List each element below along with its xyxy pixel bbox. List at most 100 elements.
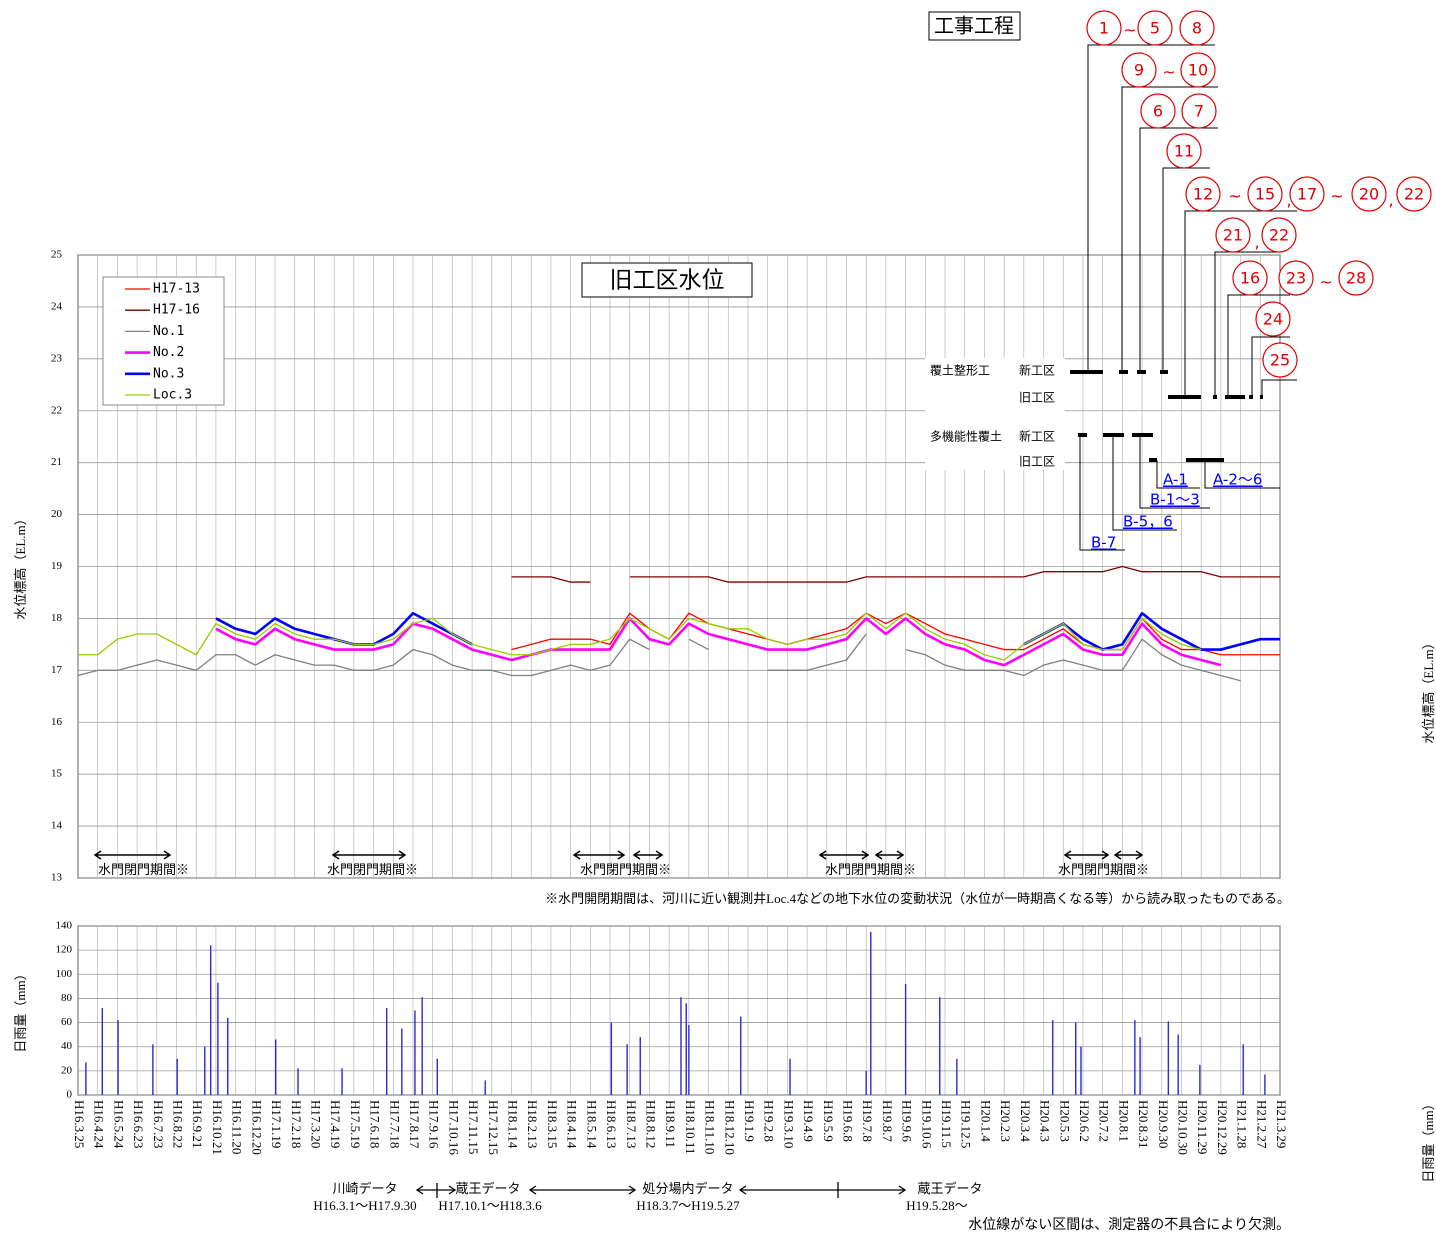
source-period: H19.5.28～ bbox=[906, 1198, 967, 1213]
marker-circle bbox=[1261, 217, 1297, 253]
y-tick-label: 18 bbox=[51, 612, 63, 624]
x-tick-label: H20.4.3 bbox=[1038, 1100, 1053, 1142]
x-tick-label: H17.2.18 bbox=[289, 1100, 304, 1148]
title-box bbox=[581, 262, 753, 298]
source-arrows bbox=[415, 1182, 907, 1198]
series-line bbox=[629, 565, 1280, 583]
marker-circle bbox=[1247, 176, 1283, 212]
x-tick-label: H18.3.15 bbox=[545, 1100, 560, 1148]
rain-bar bbox=[1177, 1034, 1179, 1095]
y-tick-label: 100 bbox=[56, 968, 73, 980]
legend-label: Loc.3 bbox=[153, 388, 192, 403]
rain-bar bbox=[639, 1037, 641, 1095]
marker-number: 24 bbox=[1263, 310, 1283, 329]
gate-arrow bbox=[818, 850, 870, 860]
marker-number: 21 bbox=[1223, 226, 1243, 245]
x-tick-label: H17.10.16 bbox=[446, 1100, 461, 1155]
gate-label: 水門閉門期間※ bbox=[580, 862, 671, 877]
marker-circle bbox=[1181, 93, 1217, 129]
x-tick-label: H16.8.22 bbox=[171, 1100, 186, 1148]
x-tick-label: H17.1.19 bbox=[269, 1100, 284, 1148]
rain-bar bbox=[626, 1044, 628, 1095]
x-tick-label: H18.2.13 bbox=[525, 1100, 540, 1148]
x-tick-label: H19.11.5 bbox=[939, 1100, 954, 1148]
y-tick-label: 20 bbox=[51, 508, 63, 520]
schedule-row-label: 旧工区 bbox=[1019, 391, 1055, 405]
rain-bar bbox=[204, 1046, 206, 1095]
source-name: 処分場内データ bbox=[642, 1181, 733, 1196]
marker-circle bbox=[1166, 133, 1202, 169]
marker-number: 12 bbox=[1193, 185, 1213, 204]
gate-arrow bbox=[572, 850, 626, 860]
marker-number: 11 bbox=[1174, 142, 1194, 161]
rain-bar bbox=[865, 1070, 867, 1095]
marker-circle bbox=[1262, 342, 1298, 378]
rain-bar bbox=[685, 1003, 687, 1095]
source-period: H18.3.7～H19.5.27 bbox=[636, 1198, 740, 1213]
x-tick-label: H19.12.5 bbox=[959, 1100, 974, 1148]
x-tick-label: H21.1.28 bbox=[1235, 1100, 1250, 1148]
x-tick-label: H20.3.4 bbox=[1018, 1100, 1033, 1142]
source-name: 川崎データ bbox=[332, 1181, 397, 1196]
gate-arrow bbox=[632, 850, 664, 860]
x-tick-label: H16.10.21 bbox=[210, 1100, 225, 1155]
marker-separator: ~ bbox=[1123, 21, 1136, 40]
x-tick-label: H20.8.31 bbox=[1136, 1100, 1151, 1148]
x-tick-label: H19.2.8 bbox=[762, 1100, 777, 1142]
rain-bar bbox=[904, 983, 907, 1095]
marker-circle bbox=[1215, 217, 1251, 253]
marker-number: 22 bbox=[1269, 226, 1289, 245]
x-tick-label: H17.6.18 bbox=[368, 1100, 383, 1148]
y-tick-label: 80 bbox=[61, 992, 73, 1004]
rain-bar bbox=[421, 997, 423, 1095]
gate-arrow bbox=[1113, 850, 1144, 860]
x-tick-label: H18.7.13 bbox=[624, 1100, 639, 1148]
rain-bar bbox=[1080, 1046, 1082, 1095]
marker-number: 15 bbox=[1255, 185, 1275, 204]
x-tick-label: H19.3.10 bbox=[781, 1100, 796, 1148]
rain-bar bbox=[414, 1010, 416, 1095]
legend-label: H17-16 bbox=[153, 303, 200, 318]
marker-number: 16 bbox=[1240, 269, 1260, 288]
y-axis-label: 水位標高（EL.m） bbox=[13, 512, 28, 619]
marker-circle bbox=[1396, 176, 1432, 212]
x-tick-label: H19.6.8 bbox=[841, 1100, 856, 1142]
gate-label: 水門閉門期間※ bbox=[98, 862, 189, 877]
x-tick-label: H17.5.19 bbox=[348, 1100, 363, 1148]
x-tick-label: H19.10.6 bbox=[919, 1100, 934, 1149]
x-tick-label: H18.12.10 bbox=[722, 1100, 737, 1155]
marker-number: 23 bbox=[1286, 269, 1306, 288]
x-tick-label: H16.4.24 bbox=[92, 1100, 107, 1149]
source-period: H16.3.1～H17.9.30 bbox=[313, 1198, 416, 1213]
y-tick-label: 0 bbox=[67, 1089, 73, 1101]
rain-bar bbox=[1139, 1037, 1141, 1095]
rain-bar bbox=[85, 1062, 87, 1095]
rain-bar bbox=[484, 1080, 486, 1095]
marker-number: 7 bbox=[1194, 102, 1204, 121]
x-tick-label: H16.6.23 bbox=[131, 1100, 146, 1148]
x-tick-label: H17.4.19 bbox=[328, 1100, 343, 1148]
legend-label: No.3 bbox=[153, 366, 184, 381]
schedule-bg bbox=[925, 358, 1065, 470]
work-item: A-1 bbox=[1163, 471, 1188, 489]
schedule-row-label: 新工区 bbox=[1019, 429, 1055, 444]
rain-bar bbox=[341, 1068, 343, 1095]
marker-circle bbox=[1338, 260, 1374, 296]
x-tick-label: H19.7.8 bbox=[860, 1100, 875, 1142]
work-item: B-5，6 bbox=[1123, 513, 1173, 531]
schedule-title-box bbox=[928, 11, 1021, 41]
rain-bar bbox=[1199, 1064, 1201, 1095]
x-tick-label: H18.6.13 bbox=[604, 1100, 619, 1148]
x-tick-label: H19.8.7 bbox=[880, 1100, 895, 1142]
x-tick-label: H20.10.30 bbox=[1175, 1100, 1190, 1155]
x-tick-label: H18.4.14 bbox=[565, 1100, 580, 1149]
y-tick-label: 60 bbox=[61, 1016, 73, 1028]
work-item: B-1～3 bbox=[1150, 491, 1200, 509]
x-tick-label: H17.8.17 bbox=[407, 1100, 422, 1149]
x-tick-label: H16.7.23 bbox=[151, 1100, 166, 1148]
rain-bar bbox=[870, 932, 872, 1095]
y-axis-label-right: 水位標高（EL.m） bbox=[1421, 636, 1436, 743]
rain-bar bbox=[209, 945, 212, 1095]
rain-bar bbox=[1264, 1074, 1266, 1095]
marker-number: 17 bbox=[1297, 185, 1317, 204]
